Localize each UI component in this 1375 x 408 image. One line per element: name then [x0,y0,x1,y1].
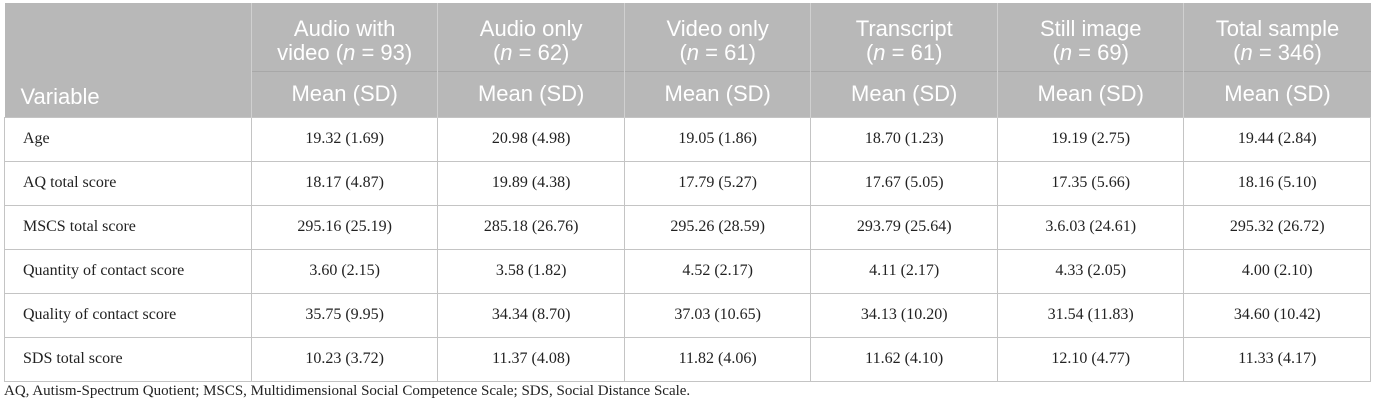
table-cell: 3.58 (1.82) [437,248,625,294]
row-label: MSCS total score [4,204,252,250]
table-cell: 11.82 (4.06) [623,336,812,382]
table-cell: 3.60 (2.15) [250,248,439,294]
header-row-groups: Variable Audio with video (n = 93) Audio … [4,3,1371,117]
table-row: SDS total score 10.23 (3.72) 11.37 (4.08… [4,336,1371,382]
table-row: AQ total score 18.17 (4.87) 19.89 (4.38)… [4,160,1371,206]
table-cell: 3.6.03 (24.61) [996,204,1185,250]
row-label: Age [4,116,252,162]
table-cell: 19.05 (1.86) [623,116,812,162]
header-group: Total sample (n = 346) [1183,3,1371,71]
table-cell: 19.32 (1.69) [250,116,439,162]
table-cell: 295.26 (28.59) [623,204,812,250]
table-cell: 295.32 (26.72) [1183,204,1371,250]
table-cell: 19.44 (2.84) [1183,116,1371,162]
table-row: Age 19.32 (1.69) 20.98 (4.98) 19.05 (1.8… [4,116,1371,162]
table-cell: 34.13 (10.20) [810,292,998,338]
table-cell: 20.98 (4.98) [437,116,625,162]
header-row-stat: Mean (SD) Mean (SD) Mean (SD) Mean (SD) … [5,70,1371,117]
table-cell: 11.33 (4.17) [1183,336,1371,382]
table-cell: 17.79 (5.27) [623,160,812,206]
table-cell: 18.16 (5.10) [1183,160,1371,206]
table-cell: 18.70 (1.23) [810,116,998,162]
table-footnote: AQ, Autism-Spectrum Quotient; MSCS, Mult… [4,383,691,399]
table-cell: 295.16 (25.19) [250,204,439,250]
table-cell: 17.67 (5.05) [810,160,998,206]
row-label: SDS total score [4,336,252,382]
table-cell: 19.19 (2.75) [996,116,1185,162]
table-cell: 4.52 (2.17) [623,248,812,294]
table-cell: 11.37 (4.08) [437,336,625,382]
header-stat: Mean (SD) [996,70,1184,117]
table-cell: 10.23 (3.72) [250,336,439,382]
row-label: Quality of contact score [4,292,252,338]
table-row: MSCS total score 295.16 (25.19) 285.18 (… [4,204,1371,250]
table-cell: 34.34 (8.70) [437,292,625,338]
table-cell: 11.62 (4.10) [810,336,998,382]
table-row: Quality of contact score 35.75 (9.95) 34… [4,292,1371,338]
table-row: Quantity of contact score 3.60 (2.15) 3.… [4,248,1371,294]
table-cell: 17.35 (5.66) [996,160,1185,206]
descriptive-stats-table: Variable Audio with video (n = 93) Audio … [4,3,1371,382]
header-stat: Mean (SD) [1183,70,1371,117]
header-stat: Mean (SD) [810,70,998,117]
header-variable: Variable [4,3,252,117]
header-group: Audio with video (n = 93) [250,3,438,71]
header-group: Audio only (n = 62) [437,3,625,71]
table-cell: 285.18 (26.76) [437,204,625,250]
header-stat: Mean (SD) [437,70,625,117]
row-label: Quantity of contact score [4,248,252,294]
table-cell: 4.11 (2.17) [810,248,998,294]
table-cell: 18.17 (4.87) [250,160,439,206]
table-cell: 34.60 (10.42) [1183,292,1371,338]
header-group: Video only (n = 61) [623,3,811,71]
header-group: Transcript (n = 61) [810,3,998,71]
table-cell: 19.89 (4.38) [437,160,625,206]
table-cell: 4.33 (2.05) [996,248,1185,294]
table-cell: 37.03 (10.65) [623,292,812,338]
row-label: AQ total score [4,160,252,206]
header-group: Still image (n = 69) [996,3,1184,71]
header-stat: Mean (SD) [250,70,438,117]
table-cell: 35.75 (9.95) [250,292,439,338]
table-cell: 31.54 (11.83) [996,292,1185,338]
table-cell: 4.00 (2.10) [1183,248,1371,294]
header-stat: Mean (SD) [623,70,811,117]
table-cell: 293.79 (25.64) [810,204,998,250]
table-cell: 12.10 (4.77) [996,336,1185,382]
